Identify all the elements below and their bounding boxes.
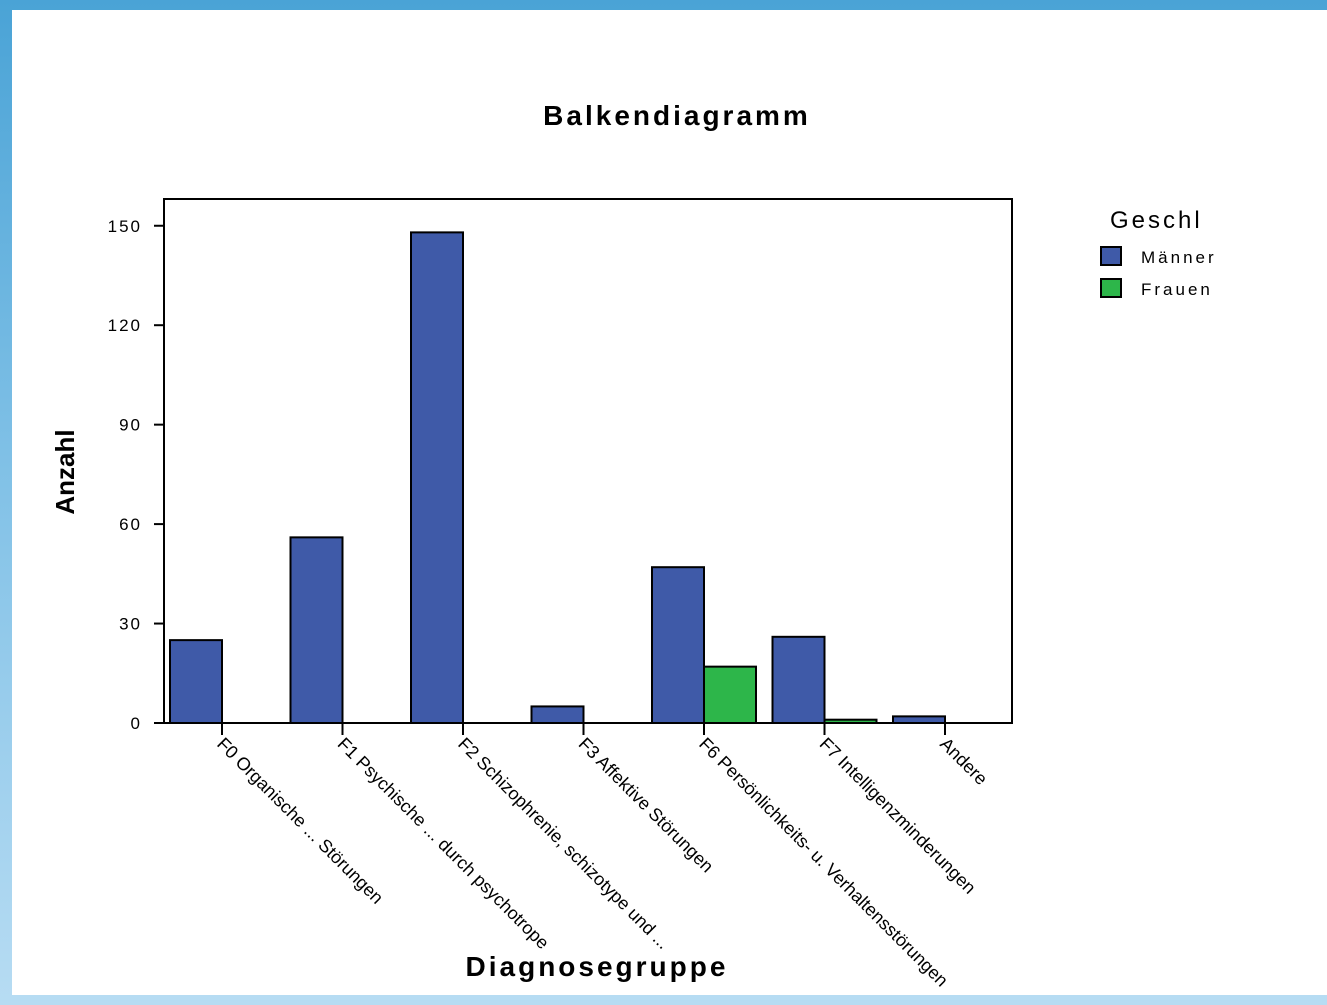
- chart-title: Balkendiagramm: [543, 100, 811, 131]
- legend: Geschl Männer Frauen: [1100, 207, 1217, 299]
- bar-maenner-0: [169, 639, 223, 724]
- bar-maenner-1: [289, 536, 344, 724]
- chart-canvas: Balkendiagramm Anzahl Diagnosegruppe 0 30…: [12, 10, 1327, 995]
- x-tick-label: F3 Affektive Störungen: [575, 734, 718, 877]
- x-tick-label: F6 Persönlichkeits- u. Verhaltensstörung…: [695, 734, 952, 991]
- y-tick-label: 30: [119, 615, 142, 634]
- y-tick-label: 150: [108, 217, 142, 236]
- y-tick-label: 0: [131, 714, 142, 733]
- y-axis-title: Anzahl: [50, 429, 80, 514]
- bar-maenner-4: [651, 566, 705, 724]
- x-axis-title: Diagnosegruppe: [466, 951, 729, 982]
- plot-frame: [163, 198, 1013, 724]
- y-tick-label: 60: [119, 515, 142, 534]
- y-tick-label: 120: [108, 316, 142, 335]
- legend-label-frauen: Frauen: [1141, 280, 1213, 299]
- bar-maenner-2: [410, 231, 464, 724]
- x-tick-label: Andere: [936, 734, 991, 789]
- x-tick-label: F1 Psychische ... durch psychotrope: [334, 734, 553, 953]
- legend-swatch-maenner: [1100, 246, 1122, 266]
- bar-maenner-3: [530, 705, 585, 724]
- legend-swatch-frauen: [1100, 278, 1122, 298]
- y-tick-label: 90: [119, 416, 142, 435]
- bar-chart: Balkendiagramm Anzahl Diagnosegruppe 0 30…: [50, 100, 1217, 991]
- legend-label-maenner: Männer: [1141, 248, 1217, 267]
- x-tick-label: F2 Schizophrenie, schizotype und ...: [454, 734, 673, 953]
- legend-title: Geschl: [1110, 207, 1203, 234]
- bar-maenner-5: [771, 635, 826, 724]
- bar-frauen-4: [703, 665, 757, 725]
